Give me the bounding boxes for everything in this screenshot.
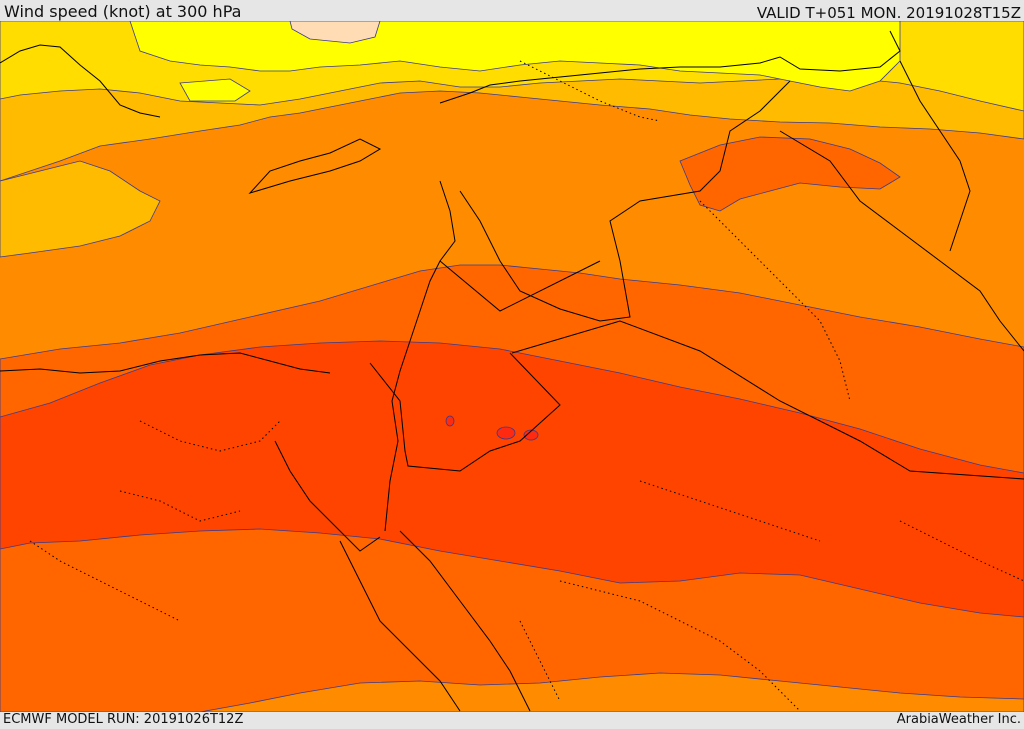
model-run: ECMWF MODEL RUN: 20191026T12Z (3, 712, 244, 727)
map-footer: ECMWF MODEL RUN: 20191026T12Z ArabiaWeat… (0, 712, 1024, 729)
wind-band-calm (289, 21, 381, 44)
wind-max-cell-2 (496, 426, 516, 440)
valid-time: VALID T+051 MON. 20191028T15Z (756, 4, 1021, 22)
wind-band-min-west (179, 78, 251, 102)
wind-band-low-west (0, 160, 161, 258)
wind-band-south (199, 672, 1024, 712)
wind-speed-map (0, 21, 1024, 712)
admin-borders (29, 60, 1024, 712)
wind-band-mid-north (679, 136, 901, 212)
country-borders (0, 30, 1024, 712)
wind-band-high (0, 340, 1024, 618)
credit: ArabiaWeather Inc. (896, 712, 1021, 727)
map-title: Wind speed (knot) at 300 hPa (4, 2, 242, 21)
map-header: Wind speed (knot) at 300 hPa VALID T+051… (0, 0, 1024, 22)
wind-max-cell-3 (523, 429, 539, 441)
wind-max-cell-1 (445, 415, 455, 427)
map-canvas (0, 21, 1024, 712)
